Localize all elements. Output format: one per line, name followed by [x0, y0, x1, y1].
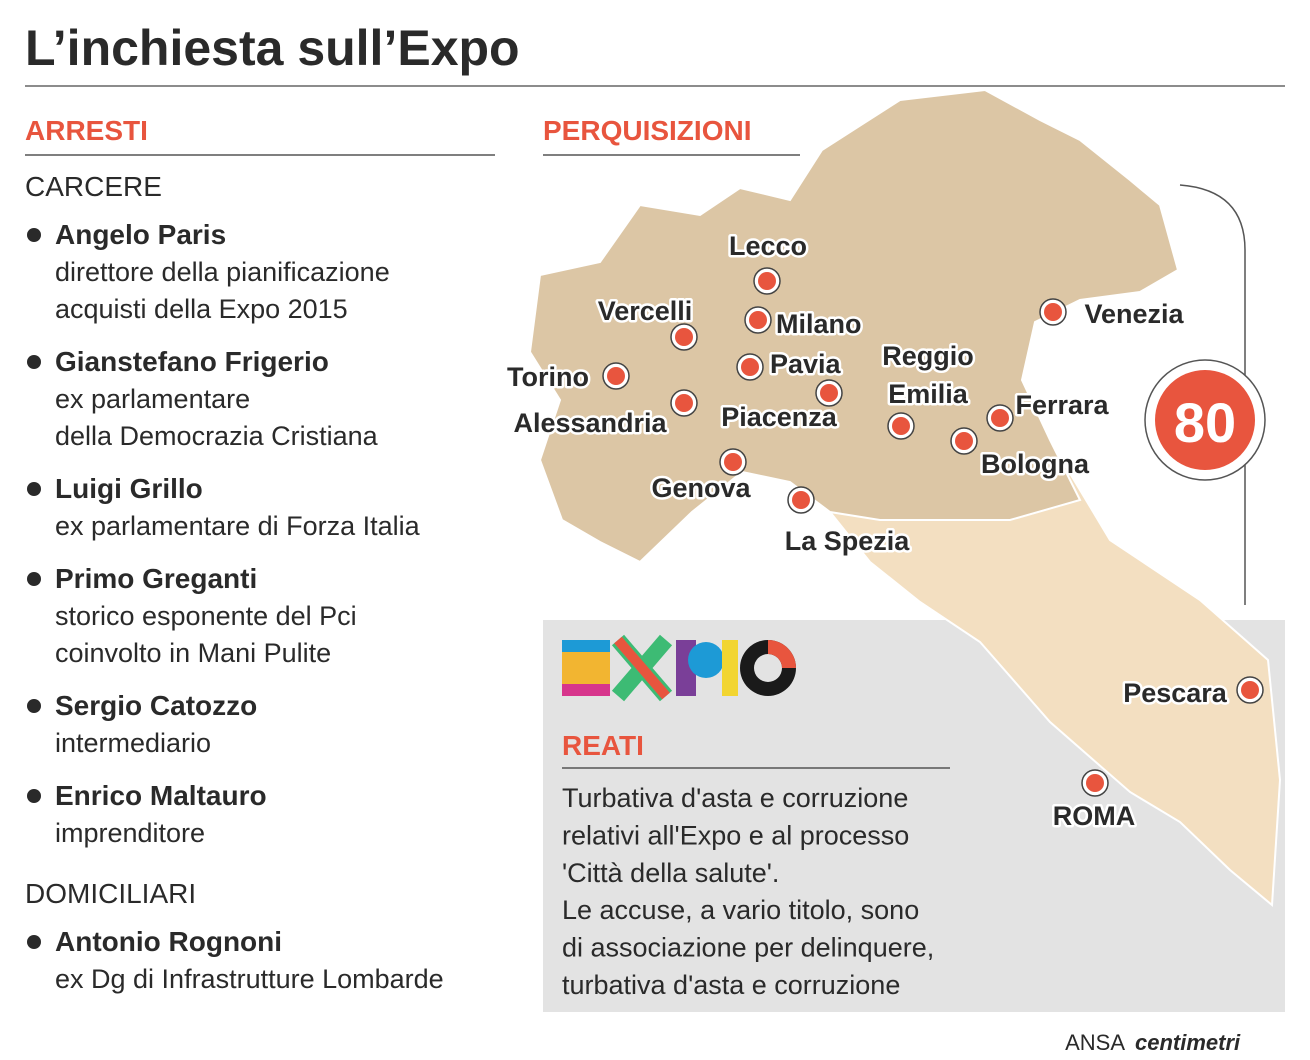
person-name: Enrico Maltauro: [55, 780, 267, 811]
person-name: Primo Greganti: [55, 563, 257, 594]
person-role: della Democrazia Cristiana: [55, 421, 379, 451]
person-role: coinvolto in Mani Pulite: [55, 638, 331, 668]
person-name: Sergio Catozzo: [55, 690, 257, 721]
bullet: [27, 699, 41, 713]
city-label: Vercelli: [598, 296, 693, 326]
city-label: Alessandria: [513, 408, 667, 438]
city-dot: [820, 384, 838, 402]
person-name: Angelo Paris: [55, 219, 226, 250]
bracket: [1179, 184, 1246, 605]
city-dot: [991, 409, 1009, 427]
city-dot: [1241, 681, 1259, 699]
city-label: Genova: [651, 473, 751, 503]
person-name: Gianstefano Frigerio: [55, 346, 329, 377]
count: 80: [1174, 391, 1236, 454]
reati-line: di associazione per delinquere,: [562, 933, 934, 963]
person-role: storico esponente del Pci: [55, 601, 357, 631]
city-label: Torino: [507, 362, 589, 392]
reati-line: Turbativa d'asta e corruzione: [562, 783, 908, 813]
bullet: [27, 789, 41, 803]
expo-logo: [562, 634, 796, 702]
city-label: Piacenza: [721, 402, 838, 432]
city-label: Ferrara: [1015, 390, 1109, 420]
bullet: [27, 355, 41, 369]
section-title: ARRESTI: [25, 115, 148, 146]
bullet: [27, 935, 41, 949]
city-dot: [792, 491, 810, 509]
person-role: intermediario: [55, 728, 211, 758]
city-label: Lecco: [729, 231, 807, 261]
city-dot: [724, 453, 742, 471]
city-label: Pavia: [770, 349, 842, 379]
city-label: La Spezia: [785, 526, 911, 556]
section-title: PERQUISIZIONI: [543, 115, 751, 146]
city-dot: [741, 358, 759, 376]
city-dot: [675, 328, 693, 346]
person-role: ex Dg di Infrastrutture Lombarde: [55, 964, 444, 994]
city-dot: [758, 272, 776, 290]
person-name: Antonio Rognoni: [55, 926, 282, 957]
city-dot: [1044, 303, 1062, 321]
person-role: ex parlamentare: [55, 384, 250, 414]
reati-line: relativi all'Expo e al processo: [562, 820, 909, 850]
city-dot: [607, 367, 625, 385]
reati-line: 'Città della salute'.: [562, 858, 779, 888]
city-label: Bologna: [981, 449, 1090, 479]
city-dot: [749, 311, 767, 329]
reati-line: turbativa d'asta e corruzione: [562, 970, 900, 1000]
person-role: ex parlamentare di Forza Italia: [55, 511, 421, 541]
bullet: [27, 228, 41, 242]
city-label: ROMA: [1053, 801, 1136, 831]
footer-source: ANSA: [1065, 1030, 1125, 1055]
group-label: CARCERE: [25, 171, 162, 202]
person-role: direttore della pianificazione: [55, 257, 390, 287]
person-role: imprenditore: [55, 818, 205, 848]
northern-regions: [528, 88, 1180, 564]
city-dot: [1086, 774, 1104, 792]
city-dot: [892, 417, 910, 435]
city-label: Venezia: [1084, 299, 1184, 329]
footer-brand: centimetri: [1135, 1030, 1241, 1055]
person-name: Luigi Grillo: [55, 473, 203, 504]
city-dot: [675, 394, 693, 412]
reati-line: Le accuse, a vario titolo, sono: [562, 895, 919, 925]
count-disc: [1155, 370, 1255, 470]
group-label: DOMICILIARI: [25, 878, 196, 909]
city-label: Milano: [776, 309, 862, 339]
city-label: Pescara: [1123, 678, 1228, 708]
section-title: REATI: [562, 730, 644, 761]
person-role: acquisti della Expo 2015: [55, 294, 348, 324]
city-dot: [955, 432, 973, 450]
bullet: [27, 572, 41, 586]
title: L’inchiesta sull’Expo: [25, 20, 520, 76]
city-label: Reggio Emilia: [882, 341, 974, 409]
bullet: [27, 482, 41, 496]
